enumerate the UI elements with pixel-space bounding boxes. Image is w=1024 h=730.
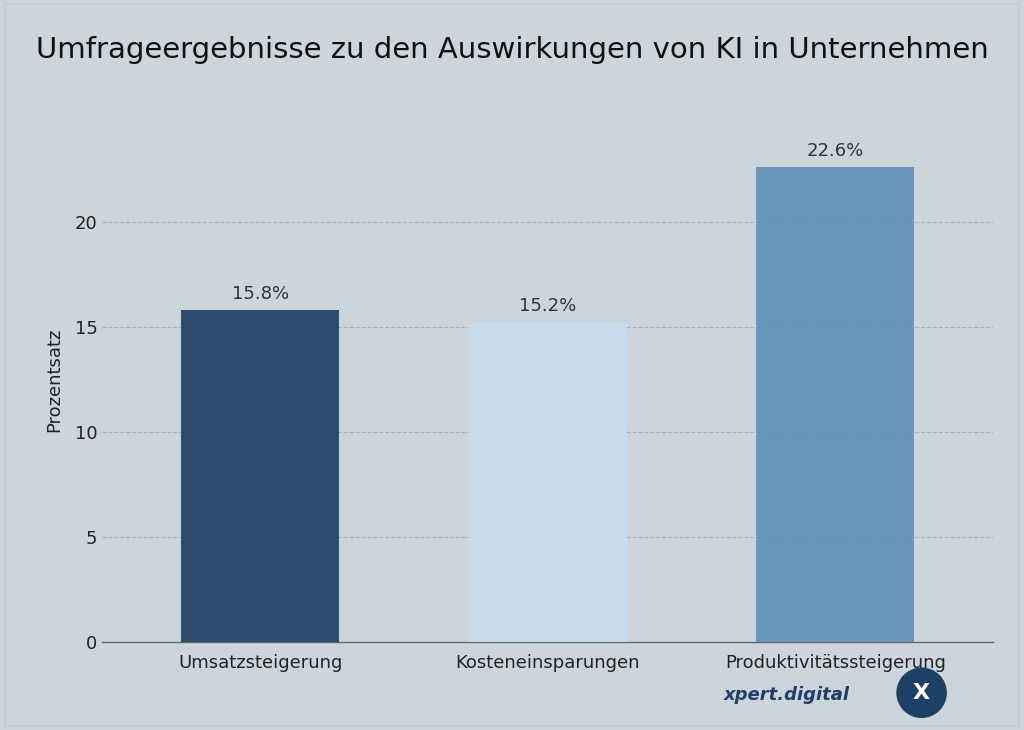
Bar xyxy=(756,167,914,642)
Text: 15.8%: 15.8% xyxy=(231,285,289,303)
Circle shape xyxy=(897,668,946,718)
Text: 15.2%: 15.2% xyxy=(519,298,577,315)
Y-axis label: Prozentsatz: Prozentsatz xyxy=(45,328,63,431)
Text: 22.6%: 22.6% xyxy=(807,142,864,160)
Bar xyxy=(469,323,627,642)
Bar xyxy=(181,310,340,642)
Text: xpert.digital: xpert.digital xyxy=(724,686,850,704)
Text: Umfrageergebnisse zu den Auswirkungen von KI in Unternehmen: Umfrageergebnisse zu den Auswirkungen vo… xyxy=(36,36,988,64)
Text: X: X xyxy=(913,683,930,703)
